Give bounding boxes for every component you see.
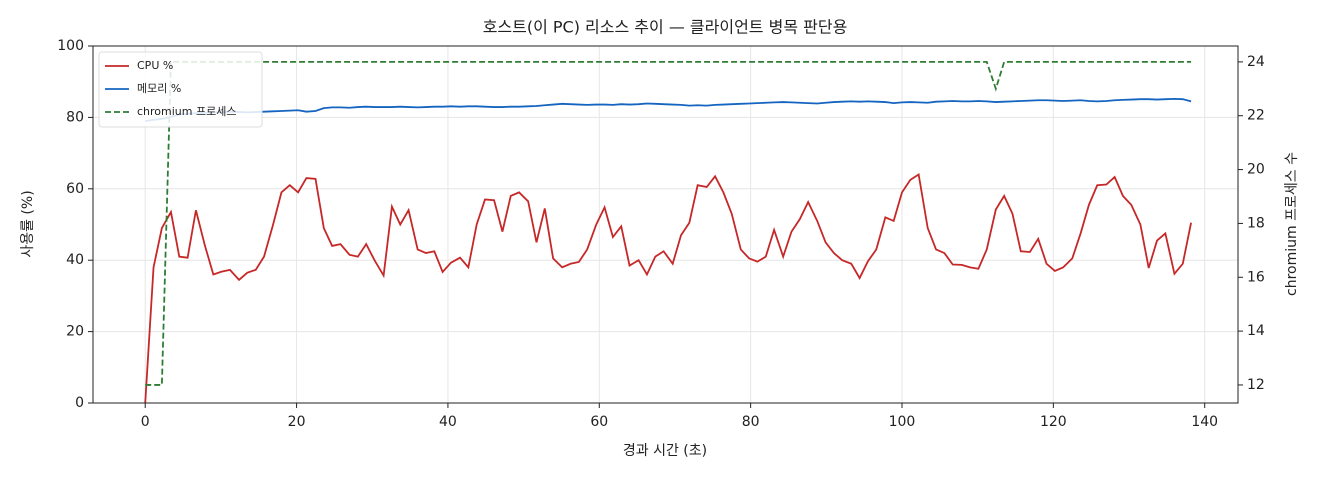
y2-tick-label: 24 [1247, 54, 1265, 70]
y2-tick-label: 16 [1247, 269, 1265, 285]
y-tick-label: 60 [66, 181, 84, 197]
y-axis-label: 사용률 (%) [20, 190, 36, 257]
data-line [144, 173, 1192, 404]
x-tick-label: 60 [590, 414, 608, 430]
y2-tick-label: 12 [1247, 377, 1265, 393]
y-tick-label: 20 [66, 324, 84, 340]
plot-frame [92, 45, 1239, 404]
y-tick-label: 100 [57, 38, 84, 54]
legend-box [98, 51, 263, 128]
legend-label: CPU % [137, 59, 173, 72]
x-axis-label: 경과 시간 (초) [623, 443, 707, 459]
y-tick-label: 40 [66, 252, 84, 268]
x-tick-label: 20 [288, 414, 306, 430]
y2-axis-label: chromium 프로세스 수 [1284, 152, 1300, 296]
x-tick-label: 0 [141, 414, 150, 430]
y-tick-label: 80 [66, 109, 84, 125]
x-tick-label: 140 [1191, 414, 1218, 430]
data-line [145, 60, 1192, 386]
y2-tick-label: 20 [1247, 162, 1265, 178]
y2-tick-label: 22 [1247, 108, 1265, 124]
x-tick-label: 120 [1040, 414, 1067, 430]
x-tick-label: 100 [889, 414, 916, 430]
legend: CPU % 메모리 % chromium 프로세스 [98, 51, 263, 128]
legend-label: chromium 프로세스 [137, 105, 236, 118]
chart-title: 호스트(이 PC) 리소스 추이 — 클라이언트 병목 판단용 [483, 18, 848, 37]
x-tick-label: 40 [439, 414, 457, 430]
y2-tick-label: 18 [1247, 215, 1265, 231]
legend-label: 메모리 % [137, 82, 181, 95]
x-tick-label: 80 [742, 414, 760, 430]
y-tick-label: 0 [75, 395, 84, 411]
data-line [145, 97, 1192, 122]
y2-tick-label: 14 [1247, 323, 1265, 339]
